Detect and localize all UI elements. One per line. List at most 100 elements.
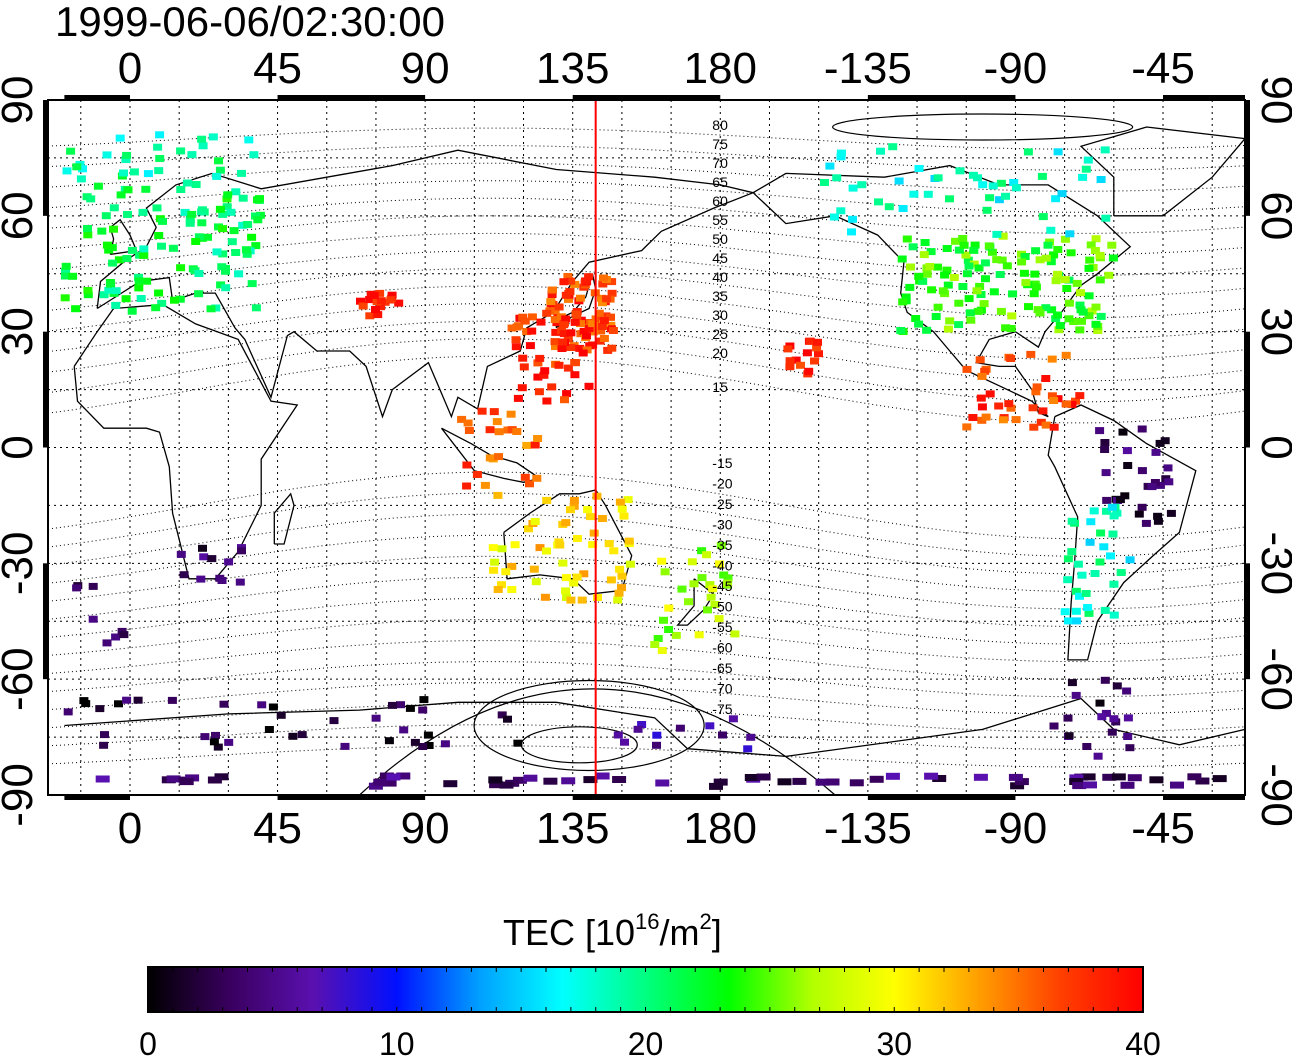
tec-point-scandinavia	[143, 170, 153, 178]
tec-point-japan	[557, 345, 567, 352]
tec-point-north-america	[1031, 283, 1041, 291]
tec-point-europe	[108, 259, 118, 267]
tec-point-scandinavia	[119, 169, 128, 177]
tec-point-antarctica-east	[743, 745, 753, 753]
tec-point-new-zealand	[657, 647, 667, 654]
tec-point-europe	[223, 191, 233, 199]
tec-point-japan	[547, 291, 557, 299]
tec-point-europe	[182, 179, 192, 187]
tec-point-canada	[994, 196, 1004, 204]
tec-point-east-asia	[559, 321, 569, 329]
tec-point-south-africa	[217, 577, 227, 584]
tec-point-atlantic-south	[119, 631, 129, 639]
tec-point-south-america-mid	[1060, 608, 1070, 616]
tec-point-canada	[988, 182, 998, 190]
tec-point-south-america-mid	[1106, 552, 1115, 560]
tec-point-australia	[623, 496, 633, 504]
tec-point-canada	[996, 179, 1006, 187]
tec-point-pole-band	[179, 778, 194, 786]
tec-point-canada	[1100, 146, 1110, 154]
tec-point-europe	[154, 232, 164, 239]
lon-tick-label-bottom: 90	[401, 804, 450, 853]
tec-point-north-america	[975, 282, 985, 290]
tec-point-australia	[507, 562, 517, 570]
tec-point-central-america	[1041, 375, 1051, 382]
tec-data-points	[60, 131, 1227, 790]
frame-bar-top	[1163, 95, 1245, 100]
coastline	[1047, 404, 1197, 661]
tec-point-japan	[584, 273, 594, 281]
lat-tick-label-right: 90	[1252, 76, 1292, 125]
tec-point-japan	[583, 319, 593, 326]
tec-point-north-america	[908, 243, 918, 251]
tec-point-south-america-mid	[1089, 507, 1099, 515]
tec-point-north-america	[1046, 258, 1056, 266]
tec-point-europe	[134, 273, 143, 281]
tec-point-east-asia	[534, 388, 544, 396]
tec-point-north-america	[1053, 311, 1062, 319]
tec-point-new-zealand	[723, 579, 733, 587]
tec-point-australia	[529, 565, 539, 573]
tec-point-australia	[615, 498, 625, 506]
tec-point-scandinavia	[197, 135, 207, 143]
tec-point-north-america	[911, 315, 921, 322]
tec-point-antarctica-coast	[399, 726, 409, 734]
tec-point-europe	[194, 270, 204, 277]
mag-contour	[47, 250, 1246, 298]
tec-point-pole-band	[713, 778, 728, 786]
contour-label: 25	[712, 326, 728, 342]
tec-point-canada	[909, 190, 919, 198]
tec-point-hawaii	[802, 349, 812, 357]
tec-point-north-america	[945, 317, 955, 325]
tec-point-japan	[602, 295, 612, 303]
tec-point-south-america-north	[1141, 519, 1151, 527]
tec-point-se-asia	[512, 428, 522, 435]
tec-point-europe	[123, 211, 132, 218]
tec-point-north-america	[972, 287, 982, 295]
tec-point-australia	[617, 584, 626, 592]
tec-point-europe	[176, 186, 186, 193]
tec-point-east-asia	[554, 361, 564, 369]
tec-point-south-america-mid	[1084, 609, 1094, 617]
tec-point-north-america	[976, 291, 986, 298]
mag-contour	[47, 303, 1246, 361]
tec-point-antarctica-east	[728, 715, 738, 723]
tec-point-japan	[564, 295, 573, 303]
tec-point-antarctica-east	[637, 721, 647, 728]
tec-point-south-america-south	[1093, 752, 1103, 760]
tec-point-new-zealand	[677, 585, 687, 593]
contour-label: -55	[712, 619, 732, 635]
tec-point-north-america	[958, 235, 968, 242]
tec-point-east-asia	[533, 373, 543, 381]
tec-point-canada	[847, 228, 856, 236]
tec-point-europe	[222, 203, 232, 211]
tec-point-europe	[127, 307, 137, 315]
tec-point-central-america	[1011, 416, 1021, 424]
mag-contour	[47, 127, 1246, 150]
tec-point-india	[375, 289, 385, 297]
tec-point-north-america	[1084, 312, 1094, 320]
tec-point-hawaii	[791, 356, 801, 364]
tec-point-north-america	[979, 300, 989, 308]
tec-point-australia	[577, 596, 587, 604]
tec-point-pole-band	[499, 781, 514, 789]
tec-point-north-america	[1030, 270, 1040, 278]
tec-point-central-america	[1004, 400, 1014, 408]
tec-point-pole-band	[373, 778, 388, 786]
tec-point-antarctica-coast	[396, 701, 405, 709]
tec-point-europe	[157, 242, 166, 250]
frame-bar-right	[1245, 331, 1250, 448]
tec-point-europe	[151, 304, 161, 312]
contour-label: -15	[712, 455, 732, 471]
tec-point-europe	[247, 233, 257, 241]
colorbar-tick-label: 20	[628, 1026, 664, 1057]
tec-point-hawaii	[783, 345, 793, 353]
tec-point-north-america	[1072, 279, 1082, 287]
tec-point-canada	[832, 174, 842, 182]
tec-point-pole-band	[561, 777, 576, 785]
tec-point-europe	[136, 295, 146, 302]
contour-label: -65	[712, 660, 732, 676]
colorbar-title: TEC [1016/m2]	[503, 909, 722, 953]
tec-point-antarctica-east	[652, 741, 661, 749]
tec-point-europe	[251, 304, 261, 312]
